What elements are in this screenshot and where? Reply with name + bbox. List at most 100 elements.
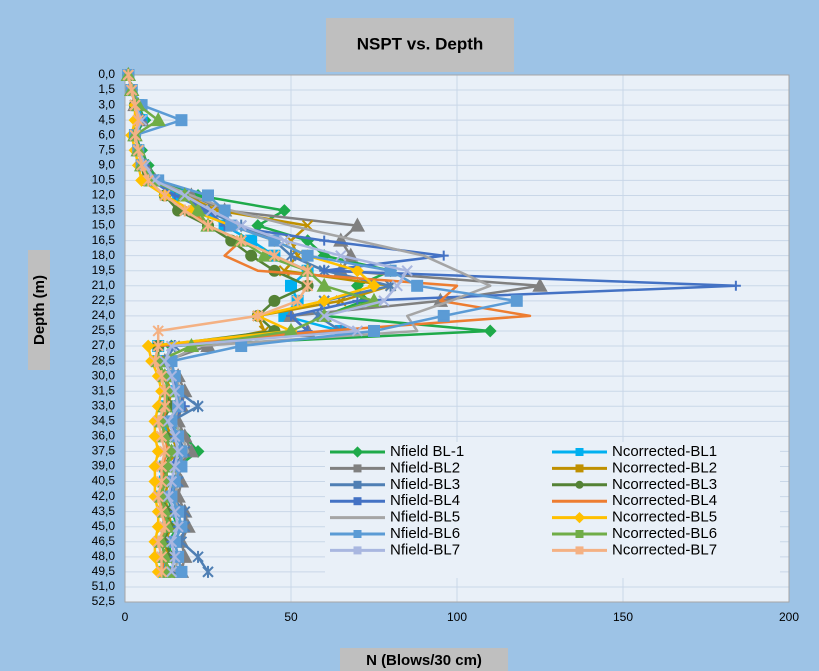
marker (168, 370, 181, 383)
marker (155, 475, 168, 488)
marker (190, 202, 206, 217)
legend-marker (575, 480, 584, 489)
marker (148, 460, 162, 473)
marker (368, 324, 380, 337)
marker (352, 295, 363, 306)
marker (155, 565, 168, 578)
title-box (326, 18, 514, 72)
legend-label: Nfield-BL7 (390, 541, 460, 558)
marker (256, 247, 273, 262)
marker (175, 114, 188, 127)
marker (129, 129, 141, 142)
y-tick-label: 46,5 (92, 534, 116, 548)
x-axis-label: N (Blows/30 cm) (366, 652, 482, 669)
y-tick-label: 16,5 (92, 233, 116, 247)
legend-marker-shape (575, 464, 584, 473)
x-tick-label: 100 (447, 610, 467, 624)
xlabel-box (340, 648, 508, 671)
marker (165, 340, 178, 352)
y-tick-label: 52,5 (92, 594, 116, 608)
marker (175, 565, 188, 578)
chart-title: NSPT vs. Depth (357, 34, 484, 53)
marker (159, 400, 171, 413)
marker (291, 294, 304, 307)
marker (148, 475, 162, 488)
marker (155, 505, 168, 518)
marker (169, 430, 181, 443)
marker (151, 520, 165, 534)
ylabel-box (28, 250, 50, 370)
marker (367, 279, 381, 293)
marker (268, 234, 281, 247)
legend-label: Nfield BL-1 (390, 443, 464, 460)
legend-marker (353, 546, 362, 555)
marker (335, 249, 347, 262)
marker (411, 279, 424, 292)
marker (179, 204, 191, 217)
marker (152, 340, 164, 353)
marker (350, 264, 364, 278)
marker (169, 385, 181, 397)
legend-label: Nfield-BL2 (390, 459, 460, 476)
legend-marker (575, 464, 584, 473)
x-tick-label: 200 (779, 610, 799, 624)
marker (168, 475, 181, 488)
legend-marker (573, 511, 586, 524)
marker (149, 355, 161, 368)
marker (125, 84, 138, 97)
marker (218, 204, 231, 217)
marker (179, 189, 191, 202)
marker (172, 550, 185, 563)
y-tick-label: 30,0 (92, 368, 116, 382)
y-tick-label: 6,0 (98, 127, 115, 141)
y-tick-label: 49,5 (92, 564, 116, 578)
marker (301, 249, 314, 262)
legend-marker-shape (353, 464, 362, 473)
y-tick-label: 12,0 (92, 188, 116, 202)
marker (169, 551, 181, 563)
y-tick-label: 36,0 (92, 429, 116, 443)
y-tick-label: 45,0 (92, 519, 116, 533)
y-tick-label: 3,0 (98, 97, 115, 111)
marker (135, 173, 149, 187)
marker (268, 249, 281, 262)
y-tick-label: 31,5 (92, 383, 116, 397)
marker (129, 99, 141, 112)
marker (172, 430, 185, 443)
x-tick-label: 150 (613, 610, 633, 624)
marker (285, 279, 297, 292)
legend-marker-shape (575, 546, 584, 555)
marker (730, 280, 741, 291)
marker (132, 114, 144, 127)
marker (135, 159, 148, 172)
marker (165, 370, 178, 382)
legend-marker (575, 448, 584, 456)
y-tick-label: 42,0 (92, 489, 116, 503)
marker (175, 460, 188, 473)
y-tick-label: 13,5 (92, 203, 116, 217)
legend-label: Nfield-BL6 (390, 525, 460, 542)
y-tick-label: 39,0 (92, 459, 116, 473)
y-tick-label: 7,5 (98, 142, 115, 156)
marker (286, 310, 296, 321)
marker (378, 295, 390, 307)
marker (437, 309, 450, 322)
marker (438, 250, 449, 261)
legend-marker-shape (575, 448, 584, 456)
marker (483, 324, 497, 338)
marker (159, 355, 171, 367)
series-line (127, 74, 409, 573)
marker (159, 189, 171, 202)
marker (202, 565, 214, 578)
legend-label: Nfield-BL4 (390, 492, 460, 509)
y-tick-label: 43,5 (92, 504, 116, 518)
y-tick-label: 4,5 (98, 112, 115, 126)
y-tick-label: 25,5 (92, 323, 116, 337)
legend-label: Nfield-BL5 (390, 509, 460, 526)
y-tick-label: 15,0 (92, 218, 116, 232)
legend-marker (353, 480, 362, 489)
legend-label: Nfield-BL3 (390, 476, 460, 493)
marker (159, 520, 171, 533)
y-tick-label: 24,0 (92, 308, 116, 322)
